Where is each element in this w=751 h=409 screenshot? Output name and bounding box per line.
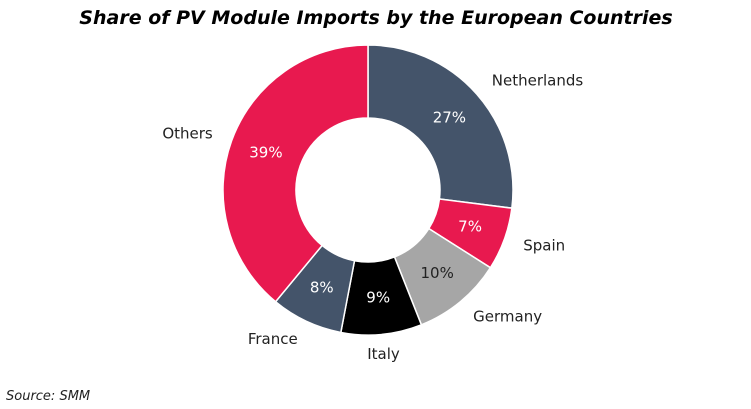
value-label: 10% (420, 264, 453, 282)
value-label: 27% (433, 109, 466, 127)
value-label: 39% (249, 144, 282, 162)
category-label: Italy (367, 345, 400, 363)
category-label: France (248, 330, 298, 348)
chart-title: Share of PV Module Imports by the Europe… (79, 7, 672, 29)
category-label: Spain (523, 236, 565, 254)
slice (367, 44, 514, 210)
category-label: Others (162, 125, 213, 143)
value-label: 8% (310, 279, 334, 297)
category-label: Netherlands (492, 71, 584, 89)
slice (222, 44, 369, 303)
value-label: 7% (458, 217, 482, 235)
category-label: Germany (473, 308, 542, 326)
source: Source: SMM (6, 389, 90, 404)
value-label: 9% (366, 289, 390, 307)
